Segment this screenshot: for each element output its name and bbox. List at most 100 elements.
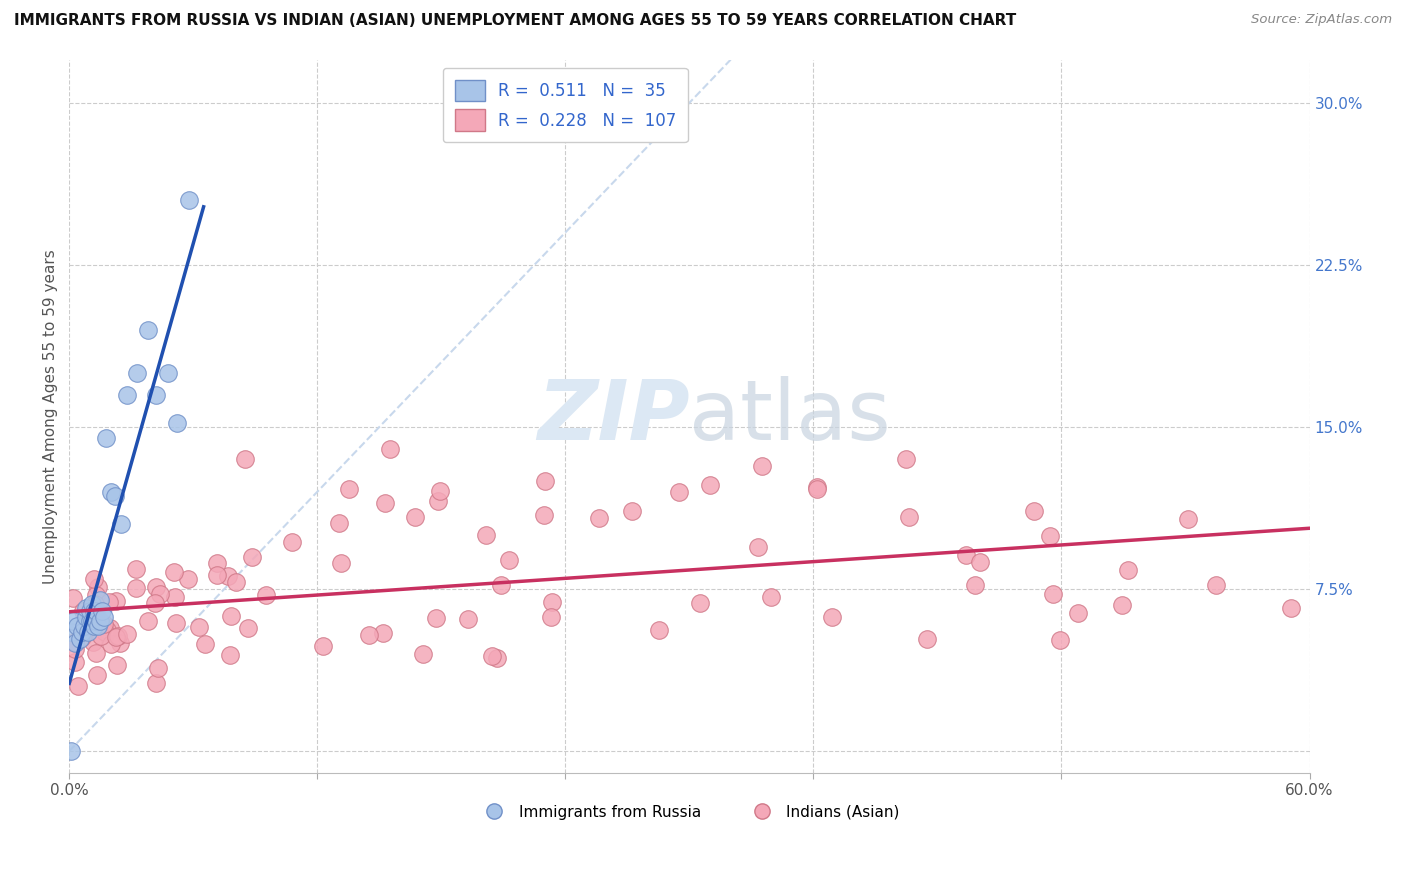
Indians (Asian) [498, 553, 520, 567]
Indians (Asian) [588, 511, 610, 525]
Immigrants from Russia [83, 619, 105, 633]
Indians (Asian) [378, 442, 401, 456]
Indians (Asian) [219, 609, 242, 624]
Indians (Asian) [821, 609, 844, 624]
Indians (Asian) [621, 503, 644, 517]
Text: Source: ZipAtlas.com: Source: ZipAtlas.com [1251, 13, 1392, 27]
Indians (Asian) [1111, 598, 1133, 612]
Indians (Asian) [79, 601, 101, 615]
Indians (Asian) [145, 580, 167, 594]
Indians (Asian) [759, 591, 782, 605]
Immigrants from Russia [75, 610, 97, 624]
Indians (Asian) [357, 628, 380, 642]
Indians (Asian) [115, 627, 138, 641]
Immigrants from Russia [73, 619, 96, 633]
Indians (Asian) [105, 594, 128, 608]
Indians (Asian) [339, 482, 361, 496]
Immigrants from Russia [70, 625, 93, 640]
Indians (Asian) [969, 556, 991, 570]
Immigrants from Russia [76, 625, 98, 640]
Immigrants from Russia [93, 610, 115, 624]
Indians (Asian) [955, 548, 977, 562]
Indians (Asian) [143, 596, 166, 610]
Immigrants from Russia [80, 615, 103, 629]
Indians (Asian) [218, 648, 240, 662]
Indians (Asian) [83, 572, 105, 586]
Indians (Asian) [73, 611, 96, 625]
Indians (Asian) [205, 567, 228, 582]
Indians (Asian) [105, 630, 128, 644]
Indians (Asian) [207, 556, 229, 570]
Immigrants from Russia [89, 615, 111, 629]
Immigrants from Russia [60, 744, 83, 758]
Indians (Asian) [475, 528, 498, 542]
Indians (Asian) [72, 604, 94, 618]
Immigrants from Russia [87, 619, 110, 633]
Immigrants from Russia [91, 604, 114, 618]
Indians (Asian) [86, 668, 108, 682]
Immigrants from Russia [136, 323, 159, 337]
Immigrants from Russia [62, 615, 84, 629]
Text: IMMIGRANTS FROM RUSSIA VS INDIAN (ASIAN) UNEMPLOYMENT AMONG AGES 55 TO 59 YEARS : IMMIGRANTS FROM RUSSIA VS INDIAN (ASIAN)… [14, 13, 1017, 29]
Indians (Asian) [162, 565, 184, 579]
Indians (Asian) [312, 639, 335, 653]
Indians (Asian) [457, 612, 479, 626]
Indians (Asian) [87, 580, 110, 594]
Indians (Asian) [83, 597, 105, 611]
Indians (Asian) [1205, 578, 1227, 592]
Immigrants from Russia [145, 387, 167, 401]
Indians (Asian) [98, 621, 121, 635]
Immigrants from Russia [75, 601, 97, 615]
Immigrants from Russia [80, 597, 103, 611]
Indians (Asian) [425, 610, 447, 624]
Indians (Asian) [93, 617, 115, 632]
Indians (Asian) [187, 620, 209, 634]
Indians (Asian) [1022, 504, 1045, 518]
Indians (Asian) [751, 458, 773, 473]
Indians (Asian) [70, 630, 93, 644]
Indians (Asian) [963, 577, 986, 591]
Indians (Asian) [233, 452, 256, 467]
Indians (Asian) [108, 636, 131, 650]
Immigrants from Russia [104, 489, 127, 503]
Indians (Asian) [806, 482, 828, 496]
Indians (Asian) [699, 478, 721, 492]
Indians (Asian) [281, 534, 304, 549]
Indians (Asian) [84, 647, 107, 661]
Immigrants from Russia [179, 193, 201, 207]
Indians (Asian) [373, 626, 395, 640]
Immigrants from Russia [66, 619, 89, 633]
Indians (Asian) [1118, 563, 1140, 577]
Indians (Asian) [541, 595, 564, 609]
Immigrants from Russia [84, 604, 107, 618]
Indians (Asian) [66, 679, 89, 693]
Immigrants from Russia [60, 625, 83, 640]
Indians (Asian) [225, 574, 247, 589]
Indians (Asian) [648, 623, 671, 637]
Indians (Asian) [540, 610, 562, 624]
Indians (Asian) [412, 647, 434, 661]
Text: ZIP: ZIP [537, 376, 689, 457]
Immigrants from Russia [96, 431, 118, 445]
Immigrants from Russia [89, 592, 111, 607]
Indians (Asian) [329, 556, 352, 570]
Indians (Asian) [328, 516, 350, 530]
Indians (Asian) [90, 629, 112, 643]
Immigrants from Russia [100, 484, 122, 499]
Legend: Immigrants from Russia, Indians (Asian): Immigrants from Russia, Indians (Asian) [472, 798, 905, 826]
Indians (Asian) [1177, 511, 1199, 525]
Indians (Asian) [163, 591, 186, 605]
Immigrants from Russia [84, 615, 107, 629]
Indians (Asian) [747, 541, 769, 555]
Indians (Asian) [533, 474, 555, 488]
Indians (Asian) [100, 637, 122, 651]
Immigrants from Russia [166, 416, 188, 430]
Indians (Asian) [1066, 607, 1088, 621]
Indians (Asian) [806, 480, 828, 494]
Indians (Asian) [1281, 601, 1303, 615]
Indians (Asian) [107, 657, 129, 672]
Indians (Asian) [668, 484, 690, 499]
Indians (Asian) [97, 595, 120, 609]
Indians (Asian) [489, 578, 512, 592]
Indians (Asian) [94, 625, 117, 640]
